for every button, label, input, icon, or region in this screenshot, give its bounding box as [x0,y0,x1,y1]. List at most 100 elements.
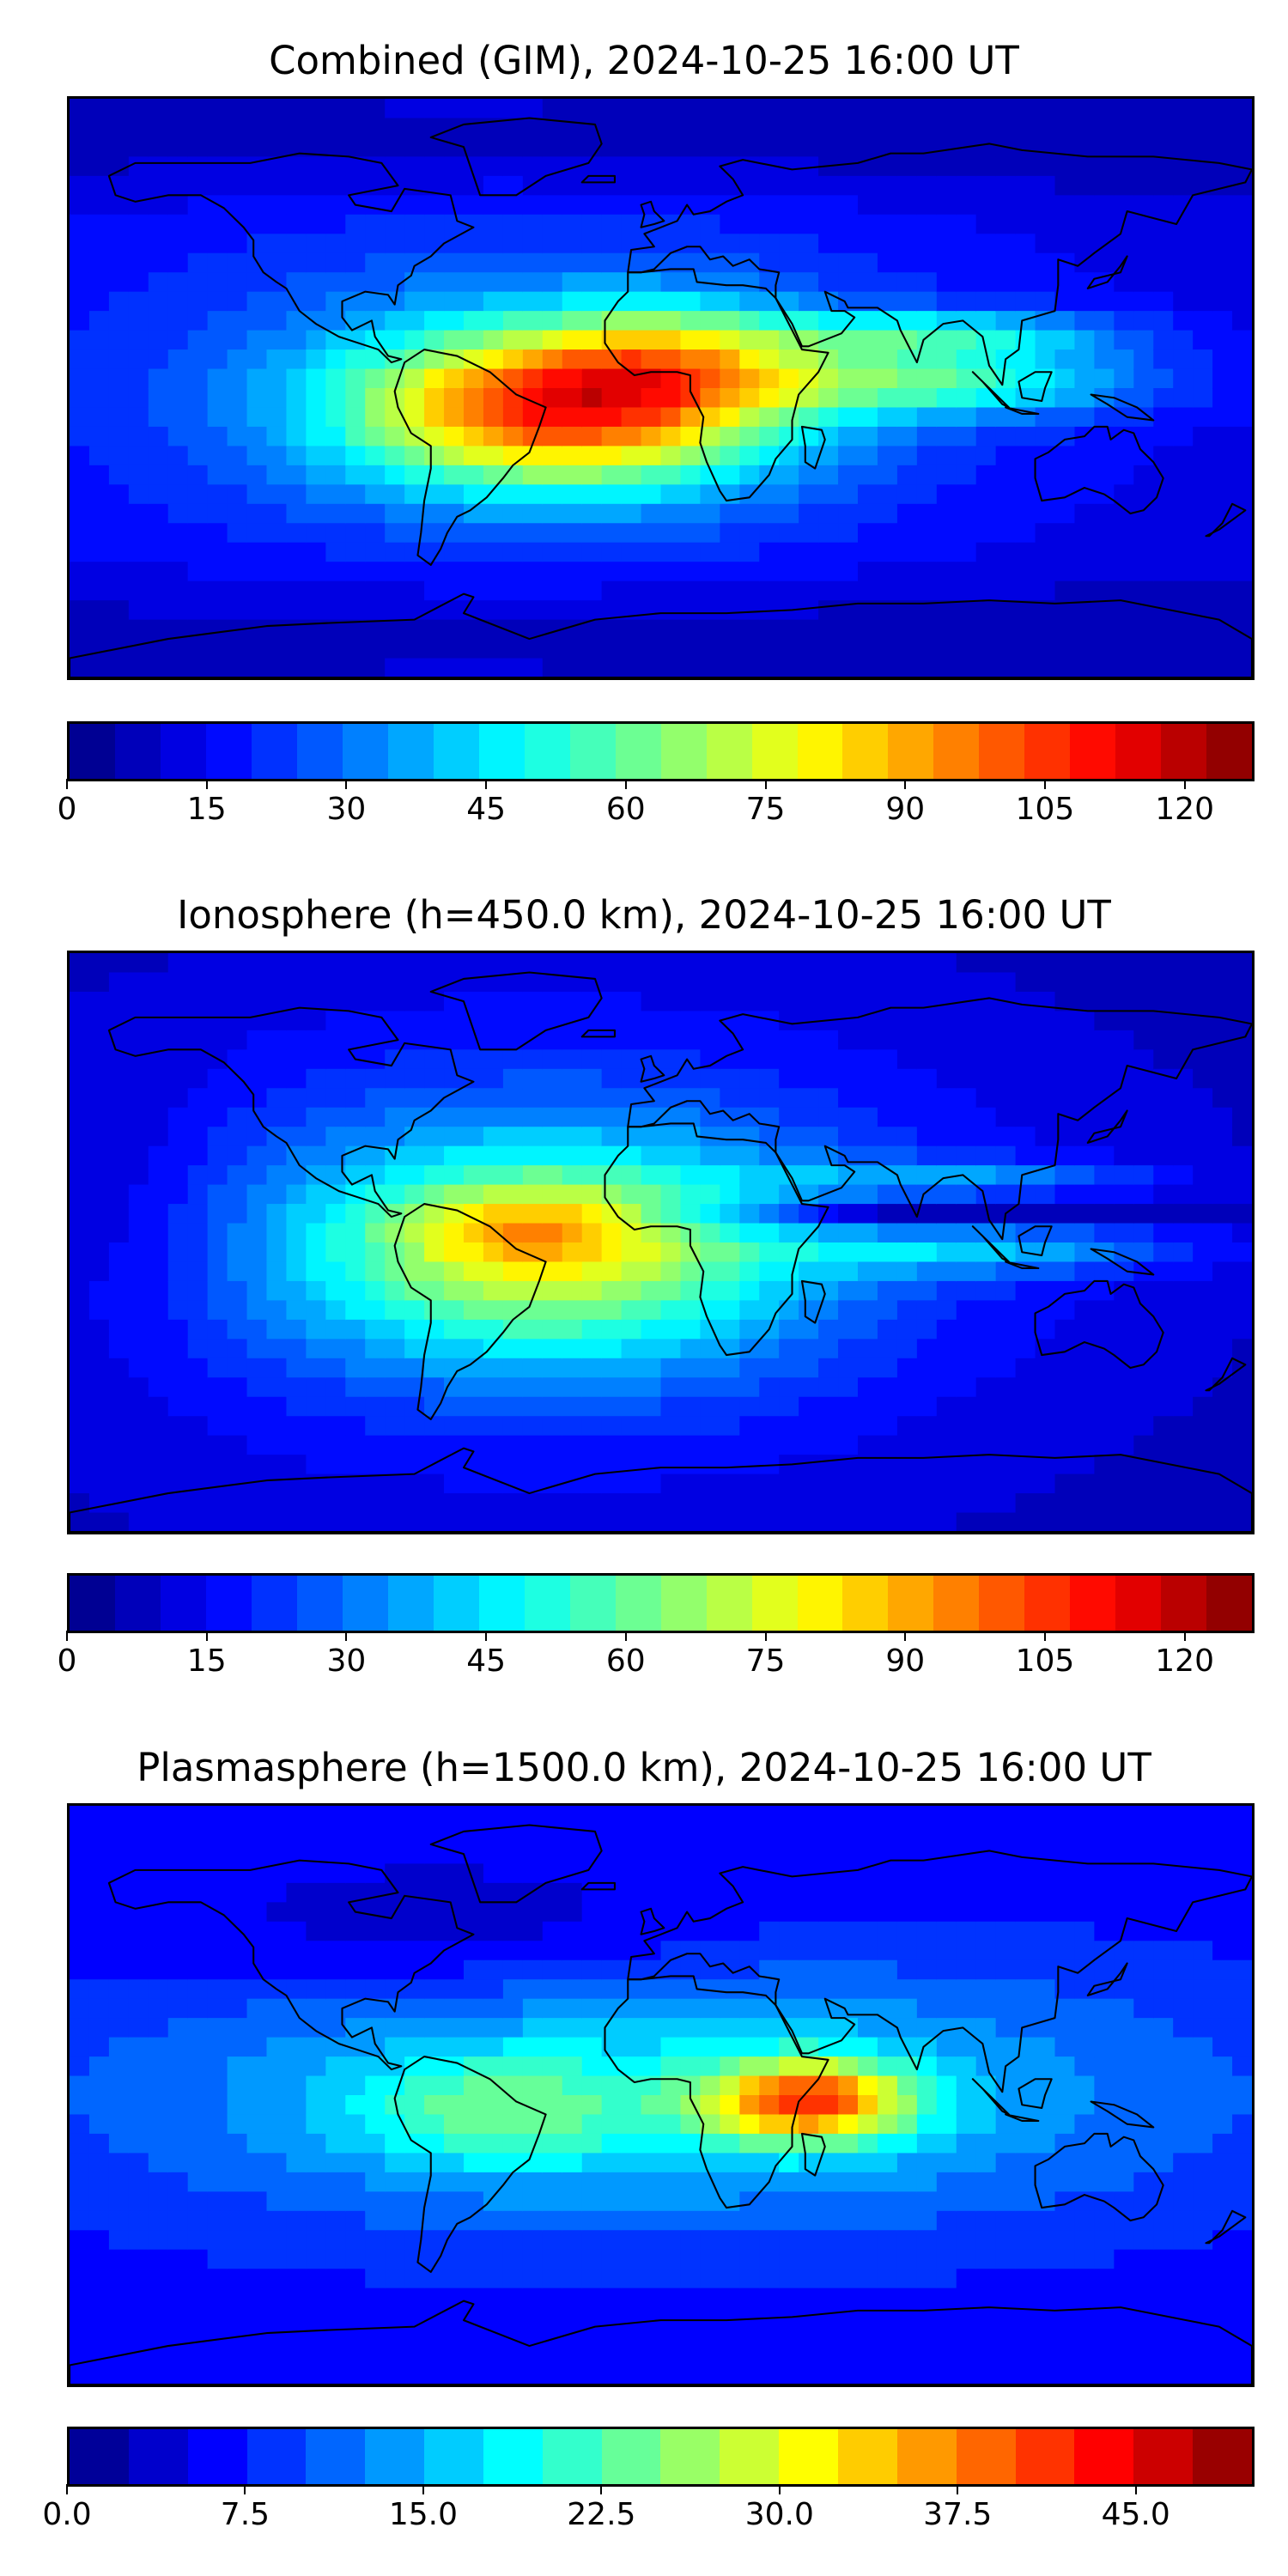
heat-cell [562,1941,583,1961]
heat-cell [660,619,682,641]
heat-cell [88,175,111,197]
heat-cell [720,2230,741,2251]
heat-cell [385,2018,406,2038]
heat-cell [148,2037,169,2058]
heat-cell [581,2326,603,2348]
heat-cell [779,1068,800,1090]
heat-cell [858,1998,879,2020]
heat-cell [227,195,248,216]
heat-cell [227,349,248,370]
heat-cell [1193,1358,1214,1379]
heat-cell [345,580,367,602]
heat-cell [799,1068,820,1090]
heat-cell [1074,1223,1096,1244]
heat-cell [720,2037,741,2058]
heat-cell [306,1107,327,1128]
heat-cell [818,2230,840,2251]
heat-cell [148,1473,169,1495]
heat-cell [739,639,761,659]
heat-cell [325,1242,347,1263]
heat-cell [759,1959,781,1981]
heat-cell [424,2172,446,2193]
heat-cell [779,580,800,602]
heat-cell [562,1068,583,1090]
heat-cell [1035,291,1056,313]
heat-cell [896,137,918,158]
heat-cell [601,234,623,254]
heat-cell [818,2307,840,2328]
heat-cell [444,252,465,274]
heat-cell [167,600,189,621]
heat-cell [562,1377,583,1398]
heat-cell [108,1261,130,1283]
heat-cell [1173,503,1194,525]
heat-cell [779,118,800,139]
heat-cell [286,972,307,993]
heat-cell [404,503,426,525]
heat-cell [660,2287,682,2309]
heat-cell [1074,214,1096,235]
heat-cell [227,234,248,254]
heat-cell [444,1319,465,1340]
heat-cell [70,1145,91,1167]
heat-cell [365,1242,386,1263]
heat-cell [444,156,465,177]
heat-cell [1015,1165,1036,1186]
heat-cell [464,639,485,659]
heat-cell [936,1319,957,1340]
heat-cell [227,1959,248,1981]
heat-cell [306,118,327,139]
heat-cell [995,465,1017,486]
heat-cell [365,2172,386,2193]
heat-cell [365,580,386,602]
heat-cell [936,619,957,641]
heat-cell [995,214,1017,235]
heat-cell [700,1165,721,1186]
heat-cell [148,2075,169,2097]
heat-cell [641,1145,662,1167]
coastline [604,1122,829,1357]
heat-cell [858,2057,879,2077]
heat-cell [1074,1030,1096,1051]
heat-cell [660,137,682,158]
heat-cell [227,1088,248,1109]
heat-cell [108,1512,130,1532]
heat-cell [148,1806,169,1826]
heat-cell [70,2249,91,2270]
heat-cell [1193,503,1214,525]
heat-cell [1114,118,1135,139]
heat-cell [660,99,682,119]
heat-cell [522,137,544,158]
heat-cell [601,658,623,677]
heat-cell [167,1184,189,1206]
heat-cell [483,1396,505,1418]
heat-cell [581,291,603,313]
heat-cell [562,1145,583,1167]
coastline [1034,425,1164,515]
colorbar-segment [842,1576,889,1631]
heat-cell [680,330,702,351]
heat-cell [877,311,899,331]
heat-cell [365,1165,386,1186]
heat-cell [1015,639,1036,659]
heat-cell [325,1184,347,1206]
heat-cell [877,118,899,139]
heat-cell [266,2191,288,2212]
heat-cell [128,137,149,158]
heat-cell [424,1806,446,1826]
heat-cell [896,214,918,235]
heat-cell [345,1339,367,1359]
heat-cell [148,2172,169,2193]
heat-cell [581,1145,603,1167]
heat-cell [916,368,938,390]
heat-cell [838,2114,860,2136]
heat-cell [227,407,248,428]
heat-cell [660,1300,682,1321]
heat-cell [522,1088,544,1109]
heat-cell [306,1223,327,1244]
heat-cell [424,1127,446,1147]
heat-cell [70,137,91,158]
heat-cell [936,1261,957,1283]
heat-cell [700,2057,721,2077]
heat-cell [483,388,505,409]
